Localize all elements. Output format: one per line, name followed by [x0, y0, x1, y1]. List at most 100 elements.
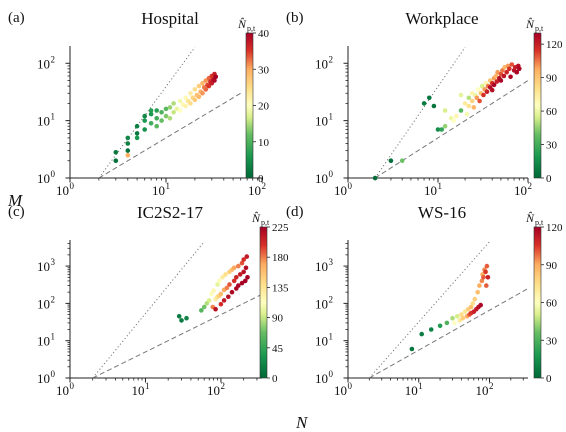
colorbar-tick-label: 225 [272, 222, 289, 234]
colorbar-tick-label: 120 [546, 222, 563, 234]
colorbar-tick-label: 180 [272, 252, 289, 264]
data-point [234, 275, 239, 280]
data-point [167, 105, 173, 110]
data-point [159, 110, 164, 115]
data-point [372, 175, 378, 181]
data-point [474, 95, 480, 101]
data-point [212, 78, 217, 83]
data-point [475, 289, 481, 295]
data-point [215, 282, 220, 287]
colorbar-tick-label: 20 [258, 101, 270, 113]
data-point [184, 315, 189, 321]
y-tick-label: 102 [315, 294, 333, 311]
data-point [171, 101, 176, 106]
colorbar-label-subscript: p,t [535, 24, 544, 33]
x-tick-exponent: 2 [220, 381, 225, 391]
x-tick-exponent: 2 [262, 181, 267, 191]
data-point [481, 92, 486, 98]
colorbar-tick-label: 30 [546, 140, 558, 152]
data-point [148, 111, 154, 117]
y-tick-label: 100 [315, 369, 334, 386]
data-point [213, 306, 218, 312]
panel-title: WS-16 [418, 203, 466, 222]
data-point [431, 103, 437, 109]
data-point [479, 83, 485, 89]
colorbar-label: N̂p,t [237, 17, 256, 33]
x-tick-label: 101 [405, 381, 423, 398]
data-point [125, 148, 131, 153]
data-point [200, 91, 205, 96]
y-tick-label: 100 [37, 369, 56, 386]
colorbar-tick-label: 90 [546, 73, 558, 85]
data-point [125, 152, 131, 158]
data-point [484, 263, 490, 269]
colorbar-tick-label: 30 [258, 64, 270, 76]
data-point [188, 91, 193, 96]
x-tick-exponent: 1 [438, 181, 443, 191]
x-tick-label: 102 [514, 181, 532, 198]
y-tick-exponent: 3 [51, 257, 56, 267]
data-point [475, 87, 481, 92]
data-point [466, 103, 472, 109]
data-point [125, 141, 131, 146]
y-tick-label: 102 [37, 294, 55, 311]
dotted-reference-line [374, 46, 466, 179]
data-point [239, 260, 245, 266]
data-point [192, 87, 198, 92]
data-point [504, 69, 510, 75]
colorbar-tick-label: 0 [272, 373, 278, 385]
data-point [220, 275, 225, 280]
data-point [224, 285, 230, 291]
y-tick-exponent: 0 [329, 369, 334, 379]
data-point [498, 78, 504, 83]
data-point [142, 113, 147, 119]
data-point [485, 275, 491, 280]
data-point [113, 150, 119, 155]
panel-label: (c) [8, 204, 25, 220]
data-point [517, 66, 522, 72]
scatter-points [409, 263, 491, 352]
data-point [159, 118, 164, 123]
y-tick-exponent: 0 [329, 169, 334, 179]
data-point [421, 101, 427, 106]
data-point [507, 66, 512, 72]
data-point [514, 69, 520, 75]
colorbar-tick-label: 10 [258, 137, 270, 149]
x-tick-label: 100 [56, 181, 75, 198]
panel-title: Workplace [405, 9, 478, 28]
data-point [470, 301, 476, 306]
colorbar-label: N̂p,t [525, 17, 544, 33]
data-point [458, 92, 464, 98]
data-point [462, 309, 468, 315]
data-point [229, 289, 235, 295]
data-point [388, 158, 394, 163]
data-point [427, 95, 432, 101]
data-point [163, 106, 169, 112]
x-tick-label: 101 [424, 181, 442, 198]
data-point [154, 123, 159, 129]
data-point [196, 83, 202, 89]
data-point [442, 108, 448, 113]
panel-label: (a) [8, 10, 25, 26]
data-point [134, 131, 140, 136]
data-point [241, 269, 246, 275]
scatter-points [113, 71, 219, 163]
y-tick-exponent: 1 [329, 332, 334, 342]
data-point [243, 265, 249, 271]
y-tick-exponent: 0 [51, 369, 56, 379]
y-tick-label: 103 [315, 257, 334, 274]
figure-y-axis-label: M [7, 191, 23, 210]
x-tick-exponent: 1 [418, 381, 423, 391]
dashed-reference-line [369, 288, 529, 379]
data-point [206, 298, 212, 303]
data-point [236, 283, 241, 288]
data-point [177, 108, 183, 113]
x-tick-exponent: 0 [348, 181, 353, 191]
data-point [244, 254, 250, 259]
data-point [451, 118, 457, 123]
dotted-reference-line [92, 241, 205, 379]
data-point [199, 308, 204, 313]
